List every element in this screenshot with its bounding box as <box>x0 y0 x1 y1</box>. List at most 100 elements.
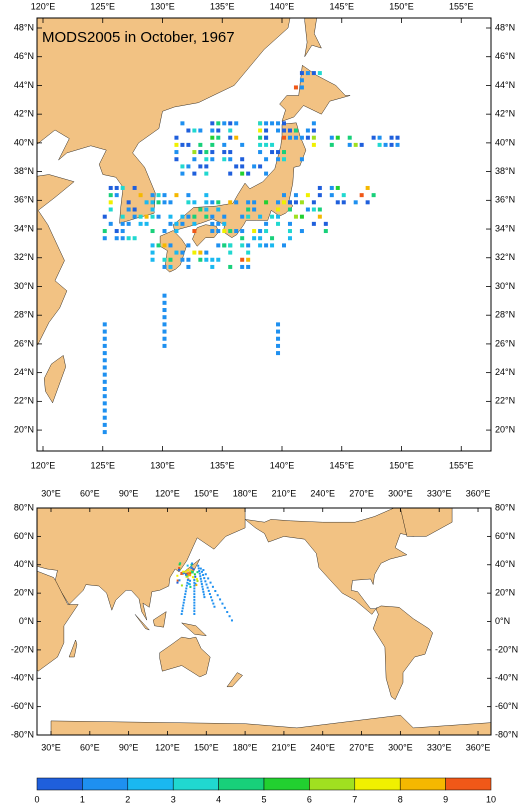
lat-label: 60°N <box>14 531 34 541</box>
lat-label: 32°N <box>495 252 515 262</box>
lon-label: 135°E <box>210 460 235 470</box>
obs-cell <box>180 121 185 126</box>
obs-cell <box>228 250 233 255</box>
obs-cell <box>199 567 202 570</box>
obs-cell <box>162 308 167 313</box>
obs-cell <box>287 135 292 140</box>
obs-cell <box>180 613 183 616</box>
obs-cell <box>210 121 215 126</box>
obs-cell <box>144 214 149 219</box>
obs-cell <box>150 229 155 234</box>
lat-label: -60°N <box>11 701 34 711</box>
world-map-body <box>37 508 491 735</box>
land <box>37 570 79 672</box>
obs-cell <box>189 579 192 582</box>
obs-cell <box>162 322 167 327</box>
colorbar-label: 10 <box>486 794 496 804</box>
lat-label: 26°N <box>14 338 34 348</box>
obs-cell <box>216 257 221 262</box>
obs-cell <box>258 214 263 219</box>
obs-cell <box>162 293 167 298</box>
obs-cell <box>186 200 191 205</box>
obs-cell <box>216 135 221 140</box>
obs-cell <box>341 200 346 205</box>
obs-cell <box>178 579 181 582</box>
obs-cell <box>258 236 263 241</box>
obs-cell <box>311 142 316 147</box>
lat-label: 20°N <box>14 588 34 598</box>
obs-cell <box>186 164 191 169</box>
obs-cell <box>329 185 334 190</box>
obs-cell <box>102 379 107 384</box>
obs-cell <box>264 135 269 140</box>
obs-cell <box>114 193 119 198</box>
lon-label: 330°E <box>427 742 452 752</box>
obs-cell <box>353 200 358 205</box>
obs-cell <box>311 128 316 133</box>
land <box>159 230 187 273</box>
lat-label: 48°N <box>495 22 515 32</box>
obs-cell <box>200 580 203 583</box>
obs-cell <box>185 584 188 587</box>
lon-label: 150°E <box>389 460 414 470</box>
obs-cell <box>228 157 233 162</box>
lat-label: 34°N <box>14 223 34 233</box>
lon-label: 125°E <box>90 1 115 11</box>
obs-cell <box>252 207 257 212</box>
obs-cell <box>180 214 185 219</box>
obs-cell <box>210 150 215 155</box>
lat-label: -20°N <box>11 644 34 654</box>
lon-label: 150°E <box>194 488 219 498</box>
lat-label: 22°N <box>14 396 34 406</box>
obs-cell <box>196 578 199 581</box>
obs-cell <box>198 572 201 575</box>
land <box>37 174 75 346</box>
lon-label: 180°E <box>233 742 258 752</box>
obs-cell <box>395 135 400 140</box>
obs-cell <box>102 322 107 327</box>
obs-cell <box>162 315 167 320</box>
lat-label: 24°N <box>495 367 515 377</box>
obs-cell <box>299 229 304 234</box>
obs-cell <box>182 604 185 607</box>
obs-cell <box>299 78 304 83</box>
obs-cell <box>258 135 263 140</box>
obs-cell <box>186 581 189 584</box>
obs-cell <box>192 229 197 234</box>
obs-cell <box>120 236 125 241</box>
land <box>68 639 78 658</box>
obs-cell <box>132 185 137 190</box>
obs-cell <box>305 193 310 198</box>
lat-label: 42°N <box>495 109 515 119</box>
obs-cell <box>252 229 257 234</box>
obs-cell <box>102 229 107 234</box>
obs-cell <box>193 578 196 581</box>
obs-cell <box>210 142 215 147</box>
obs-cell <box>240 142 245 147</box>
obs-cell <box>132 236 137 241</box>
obs-cell <box>192 250 197 255</box>
lat-label: 20°N <box>14 424 34 434</box>
obs-cell <box>377 135 382 140</box>
obs-cell <box>246 207 251 212</box>
lat-label: 30°N <box>495 281 515 291</box>
obs-cell <box>102 214 107 219</box>
obs-cell <box>102 401 107 406</box>
obs-cell <box>186 564 189 567</box>
colorbar-label: 5 <box>261 794 266 804</box>
obs-cell <box>210 257 215 262</box>
obs-cell <box>228 243 233 248</box>
obs-cell <box>198 250 203 255</box>
obs-cell <box>185 574 189 578</box>
obs-cell <box>222 121 227 126</box>
lat-label: 46°N <box>14 51 34 61</box>
frame <box>36 17 492 452</box>
obs-cell <box>206 586 209 589</box>
obs-cell <box>180 250 185 255</box>
obs-cell <box>102 351 107 356</box>
obs-cell <box>216 594 219 597</box>
obs-cell <box>204 257 209 262</box>
obs-cell <box>186 193 191 198</box>
lon-label: 90°E <box>119 488 139 498</box>
obs-cell <box>299 85 304 90</box>
